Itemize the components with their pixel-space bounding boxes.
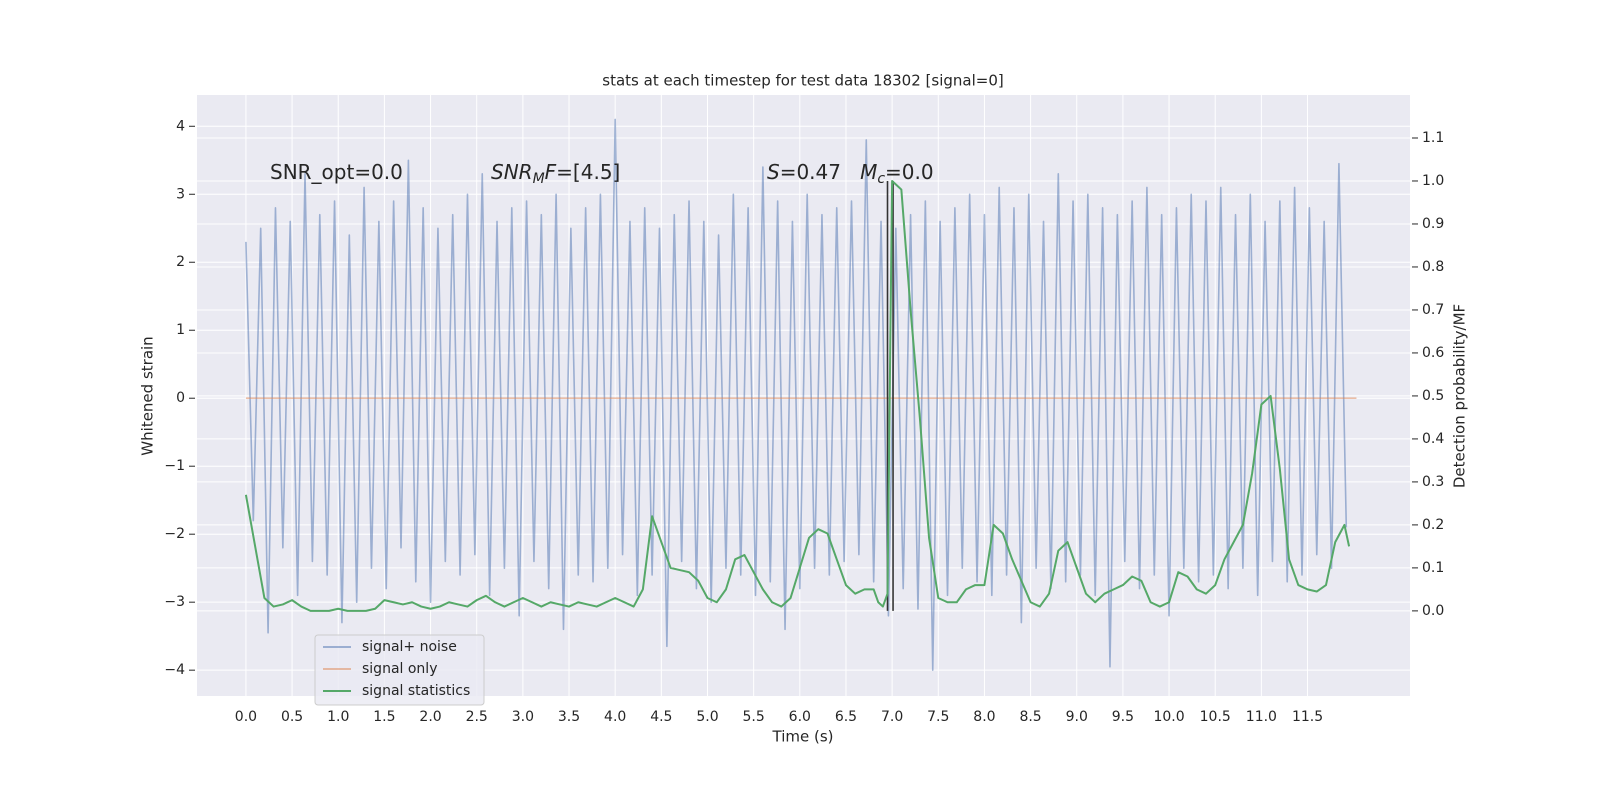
x-tick-label: 0.0 [235, 709, 257, 725]
x-tick-label: 7.5 [927, 709, 949, 725]
x-tick-label: 8.0 [973, 709, 995, 725]
x-tick-label: 10.5 [1200, 709, 1231, 725]
x-tick-label: 7.0 [881, 709, 903, 725]
x-tick-label: 2.5 [466, 709, 488, 725]
y-tick-label: −3 [164, 594, 185, 610]
x-tick-label: 8.5 [1019, 709, 1041, 725]
x-tick-label: 9.0 [1066, 709, 1088, 725]
legend-label: signal only [362, 661, 437, 677]
y2-tick-label: 0.9 [1422, 216, 1444, 232]
legend-label: signal statistics [362, 683, 470, 699]
annotation-part: =0.47 [780, 160, 860, 184]
y2-tick-label: 0.3 [1422, 474, 1444, 490]
annotation-part: S [767, 160, 780, 184]
series-line [245, 118, 1348, 671]
y-tick-label: 4 [176, 118, 185, 134]
x-tick-label: 3.0 [512, 709, 534, 725]
y-tick-label: 0 [176, 390, 185, 406]
y2-tick-label: 0.5 [1422, 388, 1444, 404]
annotation-part: =[4.5] [556, 160, 620, 184]
y2-tick-label: 0.1 [1422, 560, 1444, 576]
y2-tick-label: 0.6 [1422, 345, 1444, 361]
annotation: SNRMF=[4.5] [491, 160, 620, 188]
x-tick-label: 11.5 [1292, 709, 1323, 725]
legend-box [314, 634, 485, 706]
x-tick-label: 5.5 [743, 709, 765, 725]
y2-axis-label: Detection probability/MF [1451, 304, 1469, 488]
y2-tick-label: 0.2 [1422, 517, 1444, 533]
x-tick-label: 2.0 [419, 709, 441, 725]
x-tick-label: 1.0 [327, 709, 349, 725]
y2-tick-label: 0.7 [1422, 302, 1444, 318]
y-tick-label: −2 [164, 526, 185, 542]
annotation-part: M [533, 171, 545, 187]
x-tick-label: 0.5 [281, 709, 303, 725]
annotation: SNR_opt=0.0 [270, 160, 403, 184]
x-tick-label: 6.0 [789, 709, 811, 725]
y2-tick-label: 0.4 [1422, 431, 1444, 447]
annotation: S=0.47 Mc=0.0 [767, 160, 934, 188]
y2-tick-label: 1.0 [1422, 173, 1444, 189]
legend-label: signal+ noise [362, 639, 457, 655]
annotation-part: SNR [491, 160, 533, 184]
x-axis-label: Time (s) [772, 728, 834, 746]
x-tick-label: 9.5 [1112, 709, 1134, 725]
x-tick-label: 4.5 [650, 709, 672, 725]
y-axis-label: Whitened strain [139, 336, 157, 455]
series-line [244, 179, 1351, 612]
y-tick-label: 1 [176, 322, 185, 338]
x-tick-label: 3.5 [558, 709, 580, 725]
y-tick-label: −4 [164, 662, 185, 678]
x-tick-label: 10.0 [1153, 709, 1184, 725]
y-tick-label: 2 [176, 254, 185, 270]
x-tick-label: 11.0 [1246, 709, 1277, 725]
y2-tick-label: 0.0 [1422, 603, 1444, 619]
annotation-part: F [545, 160, 557, 184]
x-tick-label: 5.0 [696, 709, 718, 725]
annotation-part: c [877, 171, 885, 187]
annotation-part: SNR_opt=0.0 [270, 160, 403, 184]
x-tick-label: 4.0 [604, 709, 626, 725]
y-tick-label: −1 [164, 458, 185, 474]
y2-tick-label: 0.8 [1422, 259, 1444, 275]
chart-title: stats at each timestep for test data 183… [602, 72, 1003, 90]
y2-tick-label: 1.1 [1422, 130, 1444, 146]
x-tick-label: 6.5 [835, 709, 857, 725]
y-tick-label: 3 [176, 186, 185, 202]
x-tick-label: 1.5 [373, 709, 395, 725]
annotation-part: M [860, 160, 877, 184]
annotation-part: =0.0 [885, 160, 934, 184]
